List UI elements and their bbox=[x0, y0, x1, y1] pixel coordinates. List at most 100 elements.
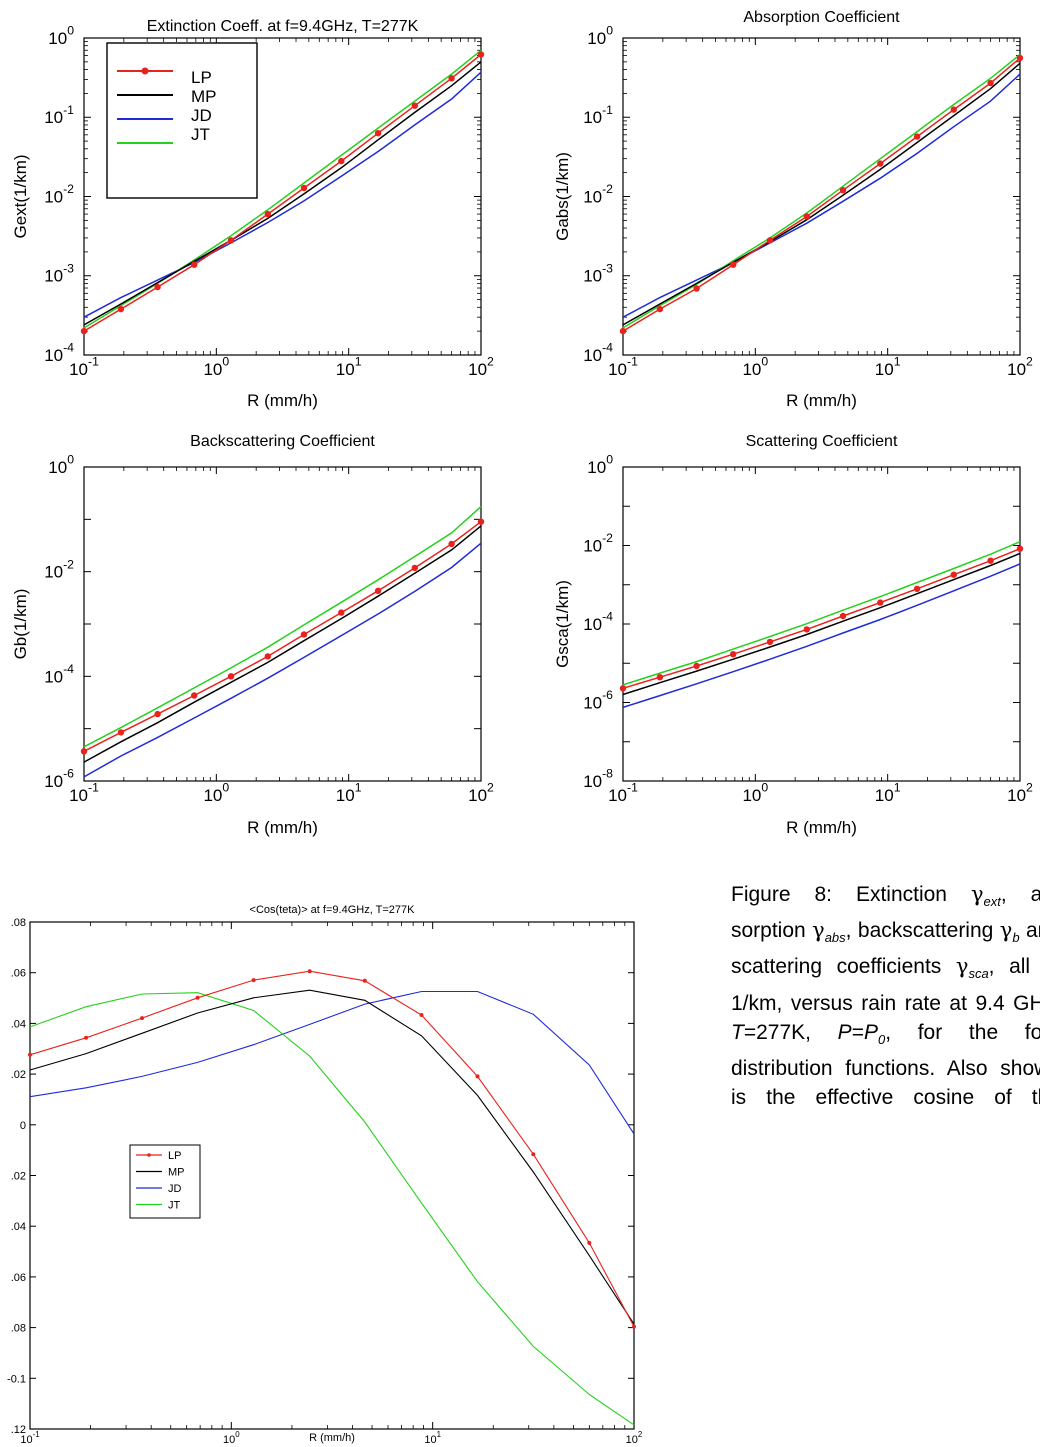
legend: LP MP JD JT bbox=[129, 1144, 201, 1219]
data-point-lp bbox=[950, 106, 957, 113]
x-axis-label: R (mm/h) bbox=[247, 391, 318, 410]
figure-caption: Figure 8: Extinction γext, ab-sorption γ… bbox=[731, 880, 1040, 1110]
data-point-lp bbox=[477, 51, 485, 58]
data-point-lp bbox=[619, 685, 627, 692]
series-line-jd bbox=[622, 73, 1021, 318]
chart-panel-4: 10-1 100 101 102 100 10-2 10-4 10-6 10-8 Scatteri… bbox=[553, 433, 1033, 837]
data-point-lp bbox=[766, 237, 774, 244]
data-point-lp bbox=[338, 157, 345, 165]
y-tick-label: .02 bbox=[11, 1171, 26, 1183]
x-tick-label: 102 bbox=[1007, 781, 1033, 805]
legend-label-mp: MP bbox=[191, 87, 217, 106]
y-tick-label: .08 bbox=[11, 1323, 26, 1335]
y-tick-label: 10-1 bbox=[583, 103, 613, 127]
x-tick-label: 102 bbox=[626, 1430, 643, 1446]
data-point-lp bbox=[1016, 545, 1024, 552]
data-point-lp bbox=[877, 160, 884, 167]
y-tick-label: 10-8 bbox=[583, 767, 613, 791]
data-point-lp bbox=[766, 638, 774, 646]
x-tick-label: 101 bbox=[336, 355, 362, 379]
data-point-lp bbox=[411, 102, 418, 109]
data-point-lp bbox=[839, 187, 847, 194]
x-tick-label: 10-1 bbox=[20, 1430, 40, 1446]
x-tick-label: 101 bbox=[424, 1430, 441, 1446]
data-point-lp bbox=[531, 1152, 536, 1157]
x-axis-label: R (mm/h) bbox=[247, 818, 318, 837]
y-axis-label: Gabs(1/km) bbox=[553, 152, 572, 241]
data-point-lp bbox=[374, 130, 382, 137]
data-point-lp bbox=[300, 631, 308, 638]
x-axis-label: R (mm/h) bbox=[786, 391, 857, 410]
data-point-lp bbox=[28, 1052, 32, 1057]
series-line-lp bbox=[83, 53, 482, 332]
data-point-lp bbox=[477, 518, 485, 525]
data-point-lp bbox=[587, 1240, 592, 1245]
series-line-lp bbox=[622, 57, 1021, 332]
data-point-lp bbox=[656, 674, 664, 681]
series-line-lp bbox=[622, 548, 1021, 690]
y-tick-label: 10-4 bbox=[44, 662, 74, 686]
series-line-jd bbox=[622, 563, 1021, 709]
data-point-lp bbox=[154, 283, 161, 291]
data-point-lp bbox=[632, 1324, 636, 1329]
x-axis-label: R (mm/h) bbox=[786, 818, 857, 837]
data-point-lp bbox=[913, 133, 921, 140]
data-point-lp bbox=[264, 210, 271, 218]
plot-frame bbox=[29, 921, 635, 1430]
data-point-lp bbox=[475, 1074, 480, 1079]
y-axis-label: Gsca(1/km) bbox=[553, 580, 572, 668]
chart-title: Extinction Coeff. at f=9.4GHz, T=277K bbox=[147, 18, 419, 35]
data-point-lp bbox=[84, 1035, 89, 1040]
data-point-lp bbox=[154, 710, 161, 718]
x-tick-label: 10-1 bbox=[608, 355, 638, 379]
chart-panel-3: 10-1 100 101 102 100 10-2 10-4 10-6 Backscatteri… bbox=[11, 433, 494, 837]
data-point-lp bbox=[730, 261, 737, 268]
data-point-lp bbox=[300, 184, 308, 192]
data-point-lp bbox=[374, 587, 382, 594]
y-tick-label: 10-4 bbox=[44, 341, 74, 365]
data-point-lp bbox=[227, 237, 235, 244]
legend-box bbox=[106, 42, 258, 199]
y-tick-label: 10-2 bbox=[44, 557, 74, 581]
series-line-mp bbox=[622, 552, 1021, 696]
series-line-jt bbox=[83, 49, 482, 329]
y-tick-label: 10-6 bbox=[44, 767, 74, 791]
y-tick-label: 0 bbox=[20, 1120, 26, 1132]
x-tick-label: 10-1 bbox=[69, 781, 99, 805]
legend-label-jt: JT bbox=[168, 1200, 181, 1212]
data-point-lp bbox=[950, 571, 957, 578]
caption-text: Figure 8: Extinction γext, ab-sorption γ… bbox=[731, 882, 1040, 1109]
data-point-lp bbox=[730, 651, 737, 658]
y-tick-label: 100 bbox=[587, 24, 613, 48]
y-tick-label: .08 bbox=[11, 917, 26, 929]
y-tick-label: 10-2 bbox=[44, 182, 74, 206]
data-point-lp bbox=[191, 692, 198, 699]
y-tick-label: .06 bbox=[11, 968, 26, 980]
series-line-jd bbox=[83, 542, 482, 778]
y-axis-label: Gext(1/km) bbox=[11, 154, 30, 238]
legend-label-jt: JT bbox=[191, 125, 210, 144]
x-tick-label: 102 bbox=[468, 355, 494, 379]
data-point-lp bbox=[195, 995, 200, 1000]
legend-label-jd: JD bbox=[168, 1183, 182, 1195]
series-line-jt bbox=[83, 506, 482, 748]
chart-title: Backscattering Coefficient bbox=[190, 433, 375, 450]
x-tick-label: 101 bbox=[875, 355, 901, 379]
y-tick-label: .04 bbox=[11, 1018, 26, 1030]
y-tick-label: 100 bbox=[48, 24, 74, 48]
x-tick-label: 102 bbox=[1007, 355, 1033, 379]
data-point-lp bbox=[80, 748, 88, 755]
y-tick-label: -0.1 bbox=[7, 1373, 26, 1385]
x-tick-label: 100 bbox=[223, 1430, 240, 1446]
data-point-lp bbox=[117, 729, 125, 736]
chart-title: Scattering Coefficient bbox=[746, 433, 898, 450]
legend-marker-lp bbox=[147, 1153, 151, 1157]
x-tick-label: 101 bbox=[336, 781, 362, 805]
chart-title: <Cos(teta)> at f=9.4GHz, T=277K bbox=[250, 904, 416, 916]
data-point-lp bbox=[264, 653, 271, 660]
data-point-lp bbox=[80, 327, 88, 335]
data-point-lp bbox=[307, 969, 312, 974]
y-tick-label: .06 bbox=[11, 1272, 26, 1284]
series-line-mp bbox=[29, 989, 635, 1325]
x-tick-label: 100 bbox=[203, 781, 229, 805]
